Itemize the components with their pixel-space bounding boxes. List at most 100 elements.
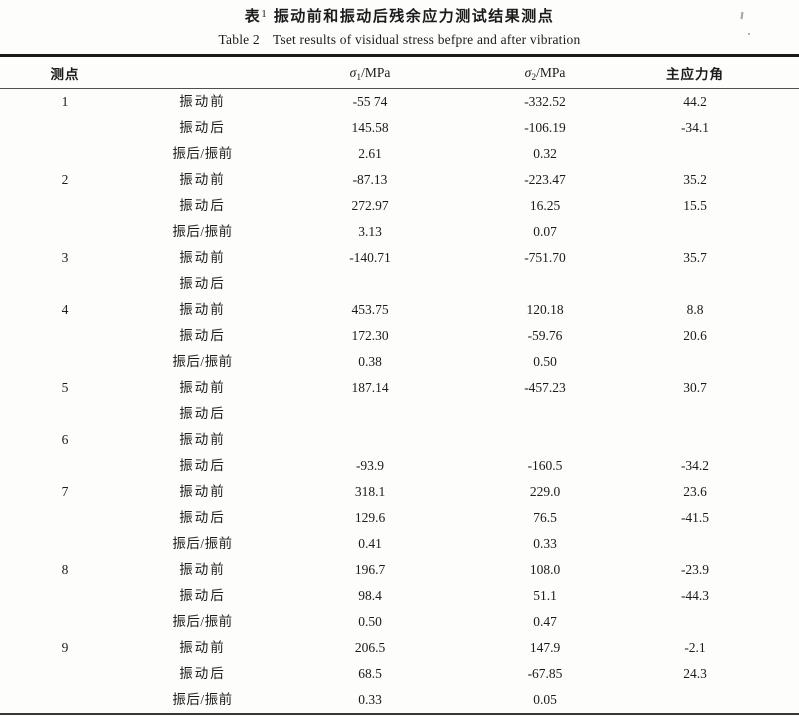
cell-phase: 振动后: [179, 588, 226, 603]
cell-s2: 108.0: [529, 562, 561, 577]
cell-point: [0, 271, 130, 297]
cell-s2: 0.50: [533, 354, 557, 369]
cell-point: [0, 583, 130, 609]
scan-artifact: [748, 33, 750, 35]
filler-cell: [765, 271, 799, 297]
cell-s1: 318.1: [354, 484, 386, 499]
cell-angle: 23.6: [683, 484, 707, 499]
cell-s1: 145.58: [351, 120, 389, 135]
table-row: 振动后 172.30 -59.76 20.6: [0, 323, 799, 349]
table-header: 测点 σ1/MPa σ2/MPa 主应力角: [0, 55, 799, 89]
table-row: 振动后 145.58 -106.19 -34.1: [0, 115, 799, 141]
header-row: 测点 σ1/MPa σ2/MPa 主应力角: [0, 55, 799, 89]
cell-phase: 振动后: [179, 120, 226, 135]
caption-text: Tset results of visidual stress befpre a…: [272, 32, 581, 47]
cell-point: [0, 193, 130, 219]
cell-phase: 振动后: [179, 458, 226, 473]
cell-point: [0, 219, 130, 245]
cell-s2: 229.0: [529, 484, 561, 499]
cell-angle: [625, 141, 765, 167]
cell-point: [0, 323, 130, 349]
cell-s1: 68.5: [358, 666, 382, 681]
filler-cell: [765, 687, 799, 714]
column-header-angle: 主应力角: [625, 55, 765, 89]
cell-point: [0, 453, 130, 479]
cell-phase: 振后/振前: [172, 146, 233, 161]
filler-cell: [765, 609, 799, 635]
filler-cell: [765, 505, 799, 531]
cell-s1: -93.9: [355, 458, 385, 473]
table-row: 振后/振前 0.33 0.05: [0, 687, 799, 714]
filler-cell: [765, 401, 799, 427]
cell-s2: 0.33: [533, 536, 557, 551]
filler-cell: [765, 375, 799, 401]
table-row: 2 振动前 -87.13 -223.47 35.2: [0, 167, 799, 193]
cell-s2: 147.9: [529, 640, 561, 655]
filler-cell: [765, 115, 799, 141]
table-row: 9 振动前 206.5 147.9 -2.1: [0, 635, 799, 661]
cell-s2: -332.52: [524, 94, 566, 109]
table-row: 振后/振前 0.50 0.47: [0, 609, 799, 635]
filler-cell: [765, 479, 799, 505]
table-row: 6 振动前: [0, 427, 799, 453]
cell-angle: [625, 349, 765, 375]
cell-angle: 30.7: [683, 380, 707, 395]
cell-angle: -34.2: [680, 458, 710, 473]
title-prefix: 表: [244, 8, 262, 25]
cell-angle: 35.7: [683, 250, 707, 265]
cell-s2: -457.23: [524, 380, 566, 395]
cell-angle: 24.3: [683, 666, 707, 681]
cell-angle: [625, 401, 765, 427]
filler-cell: [765, 297, 799, 323]
cell-s1: 0.38: [358, 354, 382, 369]
sigma1-symbol: σ: [349, 64, 357, 80]
table-row: 7 振动前 318.1 229.0 23.6: [0, 479, 799, 505]
filler-cell: [765, 141, 799, 167]
cell-phase: 振动后: [179, 328, 226, 343]
cell-point: [0, 609, 130, 635]
cell-s1: 98.4: [358, 588, 382, 603]
cell-point: [0, 661, 130, 687]
cell-s2: 0.07: [533, 224, 557, 239]
cell-phase: 振动后: [179, 198, 226, 213]
cell-angle: 44.2: [683, 94, 707, 109]
cell-s2: -160.5: [527, 458, 563, 473]
cell-s2: [465, 427, 625, 453]
cell-s1: 272.97: [351, 198, 389, 213]
cell-phase: 振动前: [179, 302, 226, 317]
cell-point: [0, 531, 130, 557]
filler-cell: [765, 193, 799, 219]
cell-phase: 振动前: [179, 562, 226, 577]
table-row: 4 振动前 453.75 120.18 8.8: [0, 297, 799, 323]
column-header-phase: [130, 55, 275, 89]
filler-cell: [765, 661, 799, 687]
cell-s1: 172.30: [351, 328, 389, 343]
cell-s1: -87.13: [352, 172, 388, 187]
cell-s2: [465, 401, 625, 427]
cell-s1: 2.61: [358, 146, 382, 161]
cell-s1: 196.7: [354, 562, 386, 577]
table-row: 振动后: [0, 401, 799, 427]
cell-point: [0, 115, 130, 141]
sigma2-unit: /MPa: [536, 64, 566, 80]
filler-cell: [765, 635, 799, 661]
cell-s1: 453.75: [351, 302, 389, 317]
filler-cell: [765, 323, 799, 349]
filler-cell: [765, 453, 799, 479]
filler-cell: [765, 245, 799, 271]
cell-phase: 振动后: [179, 406, 226, 421]
filler-cell: [765, 89, 799, 116]
cell-angle: [625, 531, 765, 557]
results-table: 测点 σ1/MPa σ2/MPa 主应力角 1 振动前 -55 74 -332.52 4…: [0, 54, 799, 715]
cell-point: [0, 349, 130, 375]
cell-phase: 振动前: [179, 640, 226, 655]
sigma1-unit: /MPa: [361, 64, 391, 80]
sigma2-subscript: 2: [531, 72, 537, 83]
cell-phase: 振动前: [179, 432, 226, 447]
cell-point: 2: [61, 172, 69, 187]
cell-s2: [465, 271, 625, 297]
filler-cell: [765, 583, 799, 609]
cell-s2: -106.19: [524, 120, 566, 135]
title-text: 振动前和振动后残余应力测试结果测点: [273, 8, 555, 25]
table-body: 1 振动前 -55 74 -332.52 44.2 振动后 145.58 -106.19 -34…: [0, 89, 799, 715]
